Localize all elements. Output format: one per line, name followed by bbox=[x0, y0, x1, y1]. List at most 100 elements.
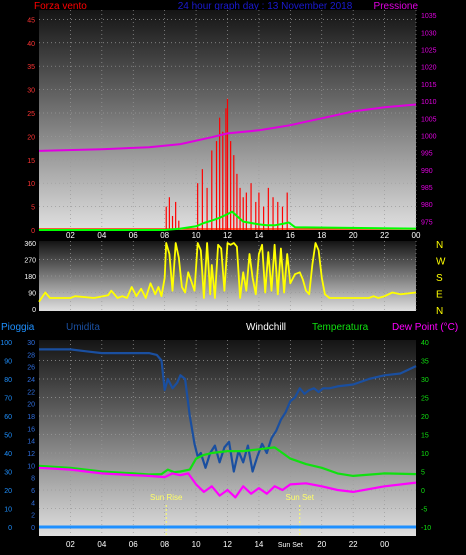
x-tick-label: 06 bbox=[129, 231, 138, 240]
y-right-tick-label: 1000 bbox=[421, 133, 437, 140]
humidity-tick-label: 22 bbox=[27, 389, 35, 396]
compass-label: W bbox=[436, 257, 446, 268]
rain-tick-label: 90 bbox=[4, 359, 12, 366]
x-tick-label: 04 bbox=[97, 540, 106, 549]
y-tick-label: 90 bbox=[28, 291, 36, 298]
humidity-tick-label: 0 bbox=[31, 525, 35, 532]
rain-tick-label: 70 bbox=[4, 396, 12, 403]
x-tick-label: 00 bbox=[380, 540, 389, 549]
y-left-tick-label: 15 bbox=[27, 158, 35, 165]
compass-label: S bbox=[436, 273, 443, 284]
temperature-tick-label: -10 bbox=[421, 525, 431, 532]
y-tick-label: 270 bbox=[24, 258, 36, 265]
x-tick-label: 18 bbox=[317, 231, 326, 240]
compass-label: N bbox=[436, 240, 443, 251]
rain-label: Pioggia bbox=[1, 322, 35, 333]
y-right-tick-label: 1035 bbox=[421, 13, 437, 20]
y-left-tick-label: 35 bbox=[27, 64, 35, 71]
y-tick-label: 180 bbox=[24, 274, 36, 281]
x-tick-label: 20 bbox=[317, 540, 326, 549]
windchill-label: Windchill bbox=[246, 322, 286, 333]
humidity-label: Umidita bbox=[66, 322, 100, 333]
humidity-tick-label: 8 bbox=[31, 476, 35, 483]
x-tick-label: 12 bbox=[223, 540, 232, 549]
wind-speed-pressure-panel: 0510152025303540459759809859909951000100… bbox=[27, 10, 437, 240]
y-tick-label: 0 bbox=[32, 307, 36, 314]
temperature-tick-label: 40 bbox=[421, 340, 429, 347]
rain-tick-label: 40 bbox=[4, 451, 12, 458]
humidity-tick-label: 30 bbox=[27, 340, 35, 347]
y-left-tick-label: 40 bbox=[27, 41, 35, 48]
x-tick-label: 06 bbox=[129, 540, 138, 549]
humidity-tick-label: 26 bbox=[27, 365, 35, 372]
humidity-tick-label: 14 bbox=[27, 439, 35, 446]
humidity-tick-label: 20 bbox=[27, 402, 35, 409]
rain-tick-label: 10 bbox=[4, 507, 12, 514]
y-left-tick-label: 20 bbox=[27, 134, 35, 141]
dew-point-label: Dew Point (°C) bbox=[392, 322, 458, 333]
y-left-tick-label: 10 bbox=[27, 181, 35, 188]
y-right-tick-label: 990 bbox=[421, 168, 433, 175]
wind-average-line bbox=[39, 210, 417, 231]
humidity-tick-label: 16 bbox=[27, 426, 35, 433]
x-tick-label: 20 bbox=[349, 231, 358, 240]
rain-tick-label: 80 bbox=[4, 377, 12, 384]
rain-tick-label: 100 bbox=[0, 340, 12, 347]
y-left-tick-label: 45 bbox=[27, 17, 35, 24]
temperature-tick-label: 10 bbox=[421, 451, 429, 458]
rain-tick-label: 60 bbox=[4, 414, 12, 421]
y-right-tick-label: 1030 bbox=[421, 30, 437, 37]
sun-marker-label: Sun Set bbox=[286, 493, 315, 502]
humidity-tick-label: 28 bbox=[27, 352, 35, 359]
temperature-tick-label: 5 bbox=[421, 470, 425, 477]
x-tick-label: 16 bbox=[286, 231, 295, 240]
y-right-tick-label: 995 bbox=[421, 151, 433, 158]
humidity-tick-label: 10 bbox=[27, 463, 35, 470]
y-left-tick-label: 30 bbox=[27, 88, 35, 95]
sun-marker-label: Sun Rise bbox=[150, 493, 183, 502]
rain-tick-label: 30 bbox=[4, 470, 12, 477]
y-left-tick-label: 0 bbox=[31, 228, 35, 235]
x-tick-label: 02 bbox=[66, 231, 75, 240]
x-tick-label: 04 bbox=[97, 231, 106, 240]
y-right-tick-label: 1010 bbox=[421, 99, 437, 106]
compass-label: E bbox=[436, 290, 443, 301]
y-right-tick-label: 1015 bbox=[421, 82, 437, 89]
humidity-tick-label: 2 bbox=[31, 513, 35, 520]
x-tick-label: 14 bbox=[254, 231, 263, 240]
y-right-tick-label: 1005 bbox=[421, 116, 437, 123]
y-right-tick-label: 1025 bbox=[421, 48, 437, 55]
wind-direction-line bbox=[38, 242, 417, 303]
temperature-label: Temperatura bbox=[312, 322, 369, 333]
x-tick-label: 22 bbox=[380, 231, 389, 240]
temperature-tick-label: 20 bbox=[421, 414, 429, 421]
humidity-tick-label: 18 bbox=[27, 414, 35, 421]
x-tick-label: 00 bbox=[412, 231, 421, 240]
chart-title: 24 hour graph day : 13 November 2018 bbox=[178, 1, 353, 12]
temperature-tick-label: 0 bbox=[421, 488, 425, 495]
rain-tick-label: 0 bbox=[8, 525, 12, 532]
x-tick-label: 14 bbox=[254, 540, 263, 549]
y-right-tick-label: 980 bbox=[421, 202, 433, 209]
x-tick-label: 02 bbox=[66, 540, 75, 549]
rain-tick-label: 20 bbox=[4, 488, 12, 495]
x-tick-label: 22 bbox=[349, 540, 358, 549]
x-tick-label: 12 bbox=[223, 231, 232, 240]
wind-speed-label: Forza vento bbox=[34, 1, 87, 12]
x-tick-label: 08 bbox=[160, 540, 169, 549]
rain-tick-label: 50 bbox=[4, 433, 12, 440]
pressure-label: Pressione bbox=[374, 1, 419, 12]
y-left-tick-label: 5 bbox=[31, 205, 35, 212]
x-tick-label: 08 bbox=[160, 231, 169, 240]
x-tick-label: 10 bbox=[192, 540, 201, 549]
humidity-tick-label: 4 bbox=[31, 500, 35, 507]
compass-label: N bbox=[436, 306, 443, 317]
y-tick-label: 360 bbox=[24, 241, 36, 248]
temperature-humidity-panel: 0102030405060708090100024681012141618202… bbox=[0, 340, 431, 549]
y-left-tick-label: 25 bbox=[27, 111, 35, 118]
x-tick-label: 10 bbox=[192, 231, 201, 240]
y-right-tick-label: 1020 bbox=[421, 65, 437, 72]
series-line-dew-point bbox=[38, 466, 417, 499]
